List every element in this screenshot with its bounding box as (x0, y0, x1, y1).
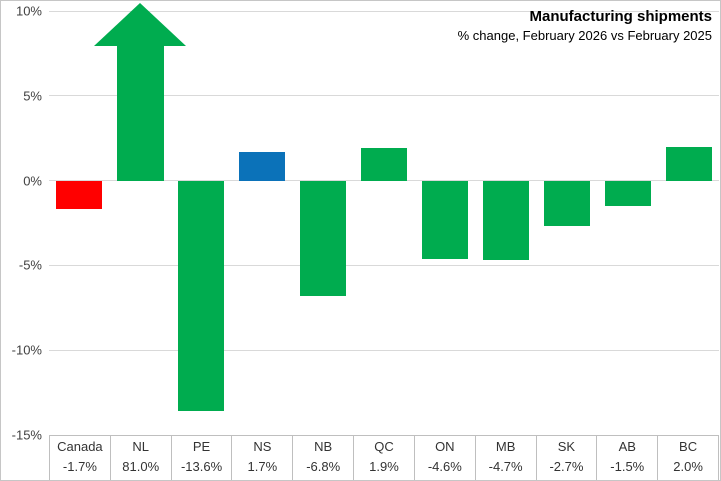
plot-area (49, 3, 719, 436)
bar-SK (543, 180, 590, 227)
table-value-label: -4.7% (488, 458, 523, 474)
chart-header: Manufacturing shipments % change, Februa… (458, 7, 712, 45)
y-tick-label: -5% (18, 257, 42, 273)
table-column-QC: QC 1.9% (354, 436, 415, 480)
table-category-label: AB (618, 439, 636, 455)
y-tick-label: 10% (15, 3, 42, 19)
bar-NS (239, 151, 286, 181)
table-column-MB: MB -4.7% (476, 436, 537, 480)
gridline--5% (49, 264, 719, 266)
table-value-label: 1.7% (247, 458, 278, 474)
table-value-label: -1.7% (62, 458, 97, 474)
chart-subtitle: % change, February 2026 vs February 2025 (457, 28, 712, 44)
gridline-5% (49, 95, 719, 97)
data-table: Canada -1.7% NL 81.0% PE -13.6% NS 1.7% NB -6.8% Q… (49, 435, 719, 480)
table-category-label: BC (679, 439, 698, 455)
table-column-AB: AB -1.5% (597, 436, 659, 480)
table-column-Canada: Canada -1.7% (50, 436, 111, 480)
bar-QC (361, 148, 407, 181)
table-column-NB: NB -6.8% (293, 436, 355, 480)
gridline-0% (49, 180, 719, 182)
table-category-label: NB (314, 439, 333, 455)
table-value-label: -13.6% (180, 458, 223, 474)
offscale-up-arrow-head-NL (94, 3, 187, 46)
offscale-up-arrow-shaft-NL (116, 46, 164, 181)
table-category-label: NS (253, 439, 272, 455)
table-column-NL: NL 81.0% (111, 436, 172, 480)
table-value-label: -1.5% (610, 458, 645, 474)
chart-title: Manufacturing shipments (529, 8, 712, 25)
table-category-label: ON (435, 439, 455, 455)
table-value-label: -6.8% (306, 458, 341, 474)
bar-AB (604, 180, 651, 207)
y-tick-label: -15% (11, 427, 42, 443)
table-value-label: -2.7% (549, 458, 584, 474)
table-category-label: MB (495, 439, 516, 455)
table-column-NS: NS 1.7% (232, 436, 294, 480)
y-tick-label: 0% (23, 173, 42, 189)
table-column-SK: SK -2.7% (537, 436, 598, 480)
gridline--10% (49, 349, 719, 351)
bar-BC (665, 146, 712, 181)
table-value-label: 2.0% (673, 458, 703, 474)
y-tick-label: 5% (23, 88, 42, 104)
table-column-ON: ON -4.6% (415, 436, 476, 480)
bar-PE (178, 180, 225, 412)
table-value-label: 81.0% (122, 458, 160, 474)
gridline-10% (49, 10, 719, 12)
table-value-label: 1.9% (369, 458, 399, 474)
y-tick-label: -10% (11, 342, 42, 358)
table-column-BC: BC 2.0% (658, 436, 719, 480)
table-category-label: PE (192, 439, 211, 455)
bar-ON (421, 180, 468, 259)
table-category-label: Canada (57, 439, 103, 455)
table-category-label: QC (374, 439, 394, 455)
table-category-label: SK (557, 439, 576, 455)
bar-Canada (56, 180, 103, 210)
bar-NB (300, 180, 347, 296)
table-value-label: -4.6% (427, 458, 462, 474)
bar-MB (482, 180, 529, 261)
table-category-label: NL (132, 439, 150, 455)
y-axis-tick-labels: 10% 5% 0% -5% -10% -15% (1, 4, 44, 443)
table-column-PE: PE -13.6% (172, 436, 233, 480)
